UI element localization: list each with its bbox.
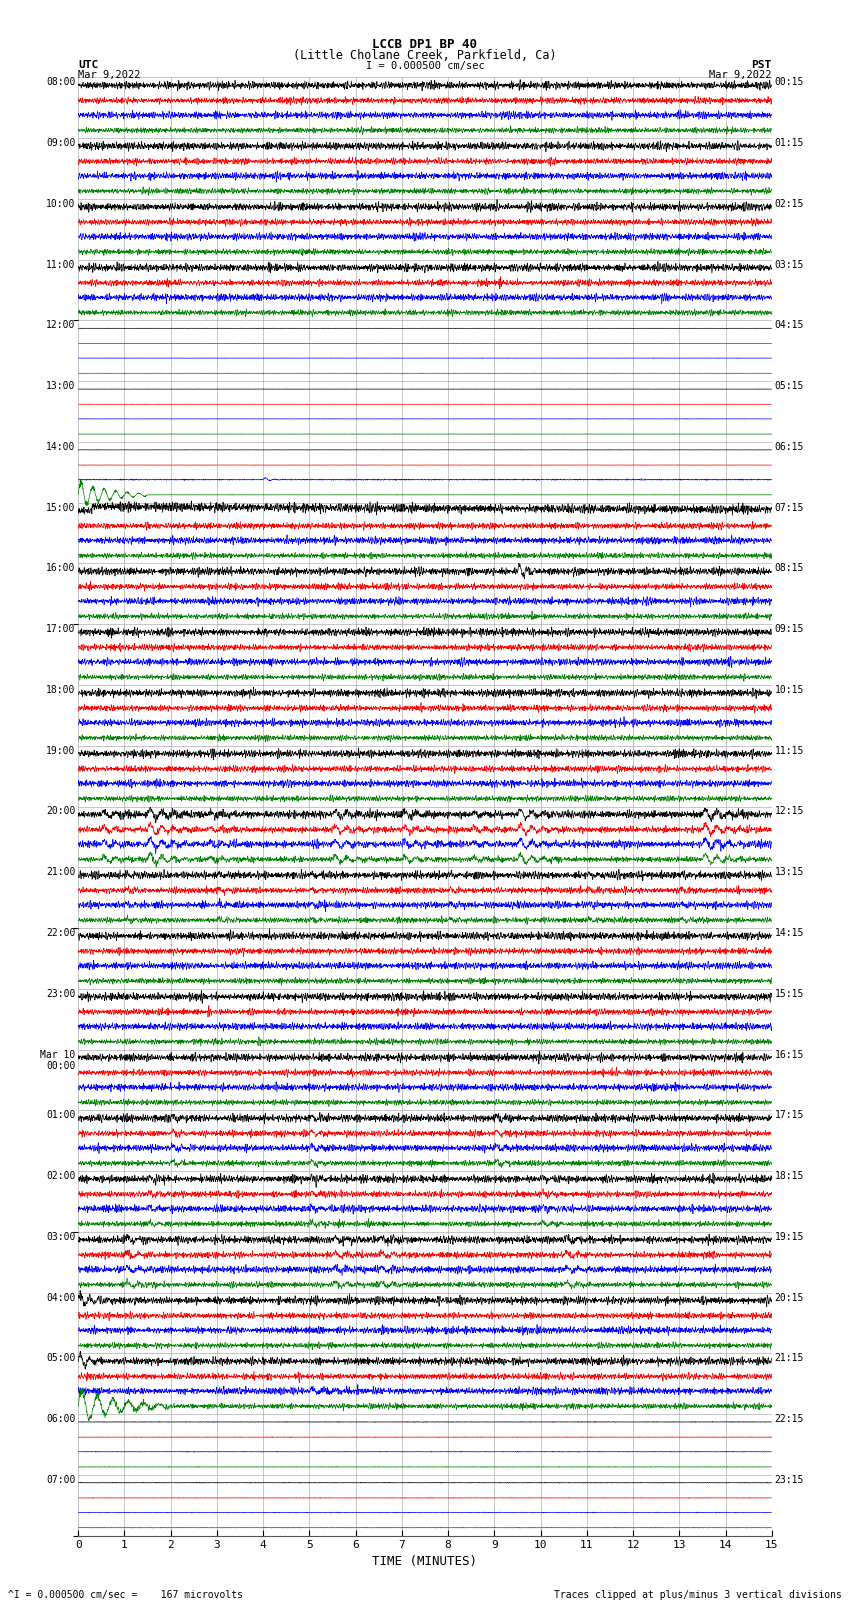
Text: Traces clipped at plus/minus 3 vertical divisions: Traces clipped at plus/minus 3 vertical … xyxy=(553,1590,842,1600)
Text: ^I = 0.000500 cm/sec =    167 microvolts: ^I = 0.000500 cm/sec = 167 microvolts xyxy=(8,1590,243,1600)
Text: LCCB DP1 BP 40: LCCB DP1 BP 40 xyxy=(372,37,478,52)
Text: Mar 9,2022: Mar 9,2022 xyxy=(78,71,141,81)
Text: UTC: UTC xyxy=(78,60,99,71)
Text: Mar 9,2022: Mar 9,2022 xyxy=(709,71,772,81)
Text: I = 0.000500 cm/sec: I = 0.000500 cm/sec xyxy=(366,61,484,71)
Text: PST: PST xyxy=(751,60,772,71)
X-axis label: TIME (MINUTES): TIME (MINUTES) xyxy=(372,1555,478,1568)
Text: (Little Cholane Creek, Parkfield, Ca): (Little Cholane Creek, Parkfield, Ca) xyxy=(293,50,557,63)
